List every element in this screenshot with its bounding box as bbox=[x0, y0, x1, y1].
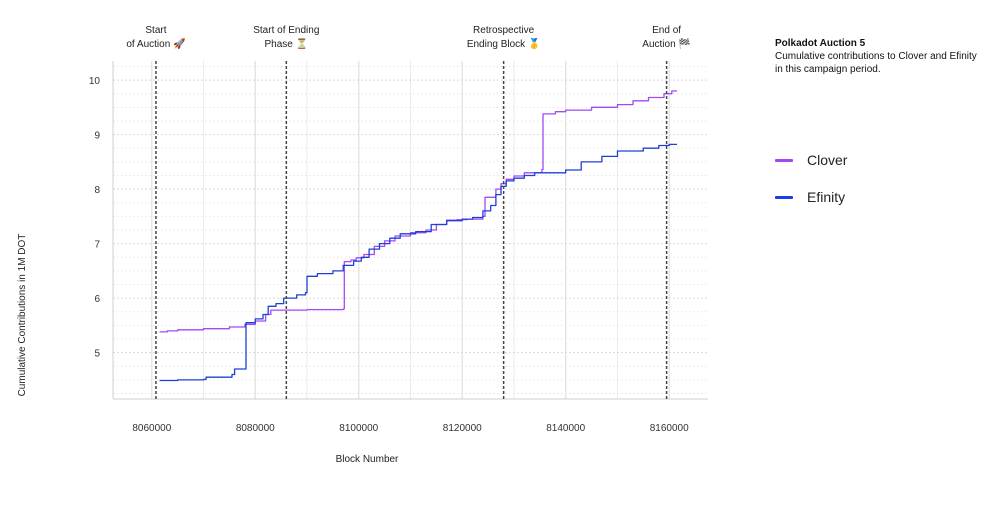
legend-swatch-clover bbox=[775, 158, 793, 162]
series bbox=[159, 90, 677, 382]
x-tick-label: 8160000 bbox=[650, 423, 689, 434]
legend-swatch-efinity bbox=[775, 195, 793, 199]
y-tick-label: 10 bbox=[89, 76, 101, 87]
y-axis-label: Cumulative Contributions in 1M DOT bbox=[17, 234, 28, 397]
annotation-label: Phase ⏳ bbox=[265, 37, 309, 50]
chart-title: Polkadot Auction 5 bbox=[775, 38, 866, 49]
chart-subtitle: Cumulative contributions to Clover and E… bbox=[775, 51, 977, 75]
legend-label-efinity: Efinity bbox=[807, 189, 846, 205]
y-tick-label: 7 bbox=[94, 240, 100, 251]
axes: 8060000 8080000 8100000 8120000 8140000 81600… bbox=[89, 61, 708, 434]
legend-item-efinity: Efinity bbox=[775, 187, 847, 207]
x-axis-label: Block Number bbox=[336, 454, 399, 465]
annotation-label: Start bbox=[145, 25, 166, 36]
x-tick-label: 8120000 bbox=[443, 423, 482, 434]
y-tick-label: 9 bbox=[94, 131, 100, 142]
series-line-efinity bbox=[159, 143, 677, 382]
annotation-label: End of bbox=[652, 25, 681, 36]
y-tick-label: 8 bbox=[94, 185, 100, 196]
x-tick-label: 8140000 bbox=[546, 423, 585, 434]
grid bbox=[113, 61, 708, 399]
x-tick-label: 8100000 bbox=[339, 423, 378, 434]
legend-label-clover: Clover bbox=[807, 152, 848, 168]
x-tick-label: 8060000 bbox=[132, 423, 171, 434]
legend-item-clover: Clover bbox=[775, 150, 847, 170]
series-line-clover bbox=[159, 90, 677, 333]
annotation-label: of Auction 🚀 bbox=[126, 37, 186, 50]
y-tick-label: 5 bbox=[94, 349, 100, 360]
annotation-label: Auction 🏁 bbox=[642, 37, 691, 50]
annotation-label: Start of Ending bbox=[253, 25, 319, 36]
chart-info: Polkadot Auction 5 Cumulative contributi… bbox=[775, 37, 985, 76]
annotation-label: Retrospective bbox=[473, 25, 535, 36]
annotation-label: Ending Block 🥇 bbox=[467, 37, 541, 50]
x-tick-label: 8080000 bbox=[236, 423, 275, 434]
legend: Clover Efinity bbox=[775, 150, 847, 224]
y-tick-label: 6 bbox=[94, 294, 100, 305]
